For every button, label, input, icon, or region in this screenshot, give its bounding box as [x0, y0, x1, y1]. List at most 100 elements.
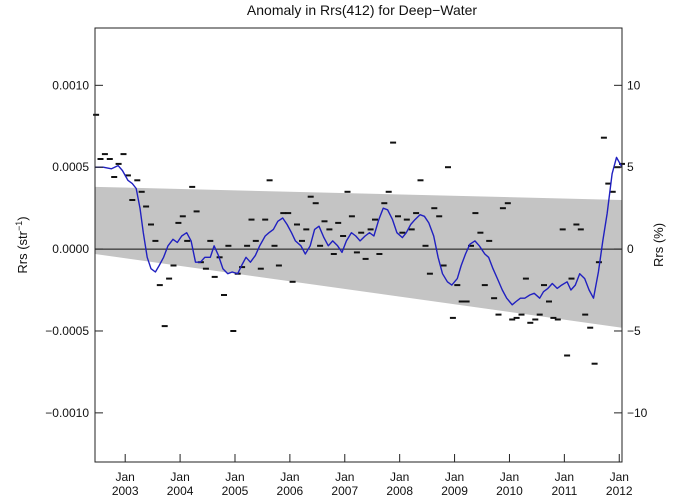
- uncertainty-band-layer: [95, 186, 622, 328]
- data-point: [399, 231, 406, 234]
- data-point: [532, 318, 539, 321]
- data-point: [463, 300, 470, 303]
- data-point: [257, 267, 264, 270]
- data-point: [454, 284, 461, 287]
- data-point: [161, 325, 168, 328]
- data-point: [564, 354, 571, 357]
- data-point: [577, 228, 584, 231]
- data-point: [541, 284, 547, 287]
- data-point: [509, 318, 516, 321]
- data-point: [225, 244, 232, 247]
- data-point: [317, 244, 324, 247]
- data-point: [285, 212, 292, 215]
- data-point: [499, 207, 506, 210]
- y-axis-label-left-base: Rrs (str: [15, 230, 30, 273]
- x-tick-label-year: 2007: [331, 484, 358, 498]
- data-point: [381, 202, 388, 205]
- data-point: [605, 182, 612, 185]
- chart-title: Anomaly in Rrs(412) for Deep−Water: [247, 2, 478, 18]
- data-point: [294, 223, 300, 226]
- x-tick-label-month: Jan: [610, 470, 629, 484]
- data-point: [202, 267, 209, 270]
- y-axis-label-right: Rrs (%): [651, 223, 666, 267]
- data-point: [152, 239, 159, 242]
- x-tick-label-year: 2011: [551, 484, 577, 498]
- data-point: [587, 326, 594, 329]
- x-tick-label-month: Jan: [170, 470, 189, 484]
- data-point: [550, 316, 557, 319]
- x-tick-label-month: Jan: [116, 470, 135, 484]
- data-point: [280, 212, 287, 215]
- y-tick-label-left: 0.0000: [52, 242, 89, 256]
- axis-layer: 0.0010 0.0005 0.0000 −0.0005 −0.0010 10 5 0 −5 −1…: [45, 78, 647, 498]
- data-point: [266, 179, 273, 182]
- data-point: [148, 223, 154, 226]
- data-point: [106, 158, 113, 160]
- x-tick-label-month: Jan: [445, 470, 464, 484]
- data-point: [221, 294, 227, 296]
- data-point: [303, 228, 310, 231]
- plot-frame: [94, 27, 623, 463]
- x-tick-label-year: 2003: [112, 484, 139, 498]
- data-point: [353, 251, 360, 254]
- data-point: [134, 179, 141, 182]
- data-point: [340, 235, 347, 237]
- x-tick-label-month: Jan: [500, 470, 519, 484]
- data-point: [600, 136, 607, 139]
- data-point: [244, 244, 251, 247]
- data-point: [518, 313, 525, 316]
- data-point: [573, 223, 580, 226]
- x-tick-label-month: Jan: [555, 470, 574, 484]
- data-point: [97, 158, 104, 160]
- data-point: [431, 207, 438, 210]
- data-point: [93, 113, 100, 116]
- data-point: [595, 261, 602, 264]
- data-point: [111, 176, 118, 178]
- data-point: [559, 228, 566, 231]
- data-point: [307, 195, 314, 198]
- x-tick-label-month: Jan: [225, 470, 244, 484]
- data-point: [591, 362, 598, 365]
- y-axis-label-left-end: ): [15, 216, 30, 220]
- y-tick-label-left: 0.0005: [52, 160, 89, 174]
- data-point: [326, 228, 333, 231]
- uncertainty-band: [95, 186, 622, 328]
- data-point: [358, 231, 365, 234]
- data-point: [189, 185, 196, 188]
- data-point: [536, 313, 543, 316]
- data-point: [390, 141, 397, 144]
- data-point: [491, 297, 498, 300]
- x-tick-label-year: 2006: [277, 484, 304, 498]
- data-point: [252, 239, 259, 242]
- data-point: [230, 330, 237, 332]
- data-point: [330, 253, 337, 255]
- data-point: [166, 277, 173, 280]
- data-point: [299, 239, 305, 242]
- data-point: [417, 179, 424, 182]
- data-point: [239, 266, 246, 269]
- x-tick-label-month: Jan: [335, 470, 354, 484]
- y-tick-label-left: 0.0010: [52, 78, 89, 92]
- data-point: [271, 244, 278, 247]
- data-point: [175, 221, 182, 224]
- data-point: [408, 228, 415, 231]
- data-point: [184, 239, 191, 242]
- data-point: [468, 244, 474, 247]
- data-point: [513, 316, 520, 319]
- y-axis-label-left: Rrs (str−1): [14, 216, 30, 273]
- x-tick-label-month: Jan: [390, 470, 409, 484]
- data-point: [115, 162, 122, 165]
- data-point: [289, 280, 296, 283]
- data-point: [426, 272, 433, 275]
- data-point: [413, 212, 420, 215]
- data-point: [275, 264, 282, 267]
- x-tick-label-year: 2008: [386, 484, 413, 498]
- data-point: [554, 318, 561, 321]
- data-point: [376, 253, 383, 255]
- data-point: [193, 210, 200, 213]
- data-point: [143, 205, 150, 208]
- x-tick-label-year: 2012: [606, 484, 633, 498]
- x-tick-label-month: Jan: [280, 470, 299, 484]
